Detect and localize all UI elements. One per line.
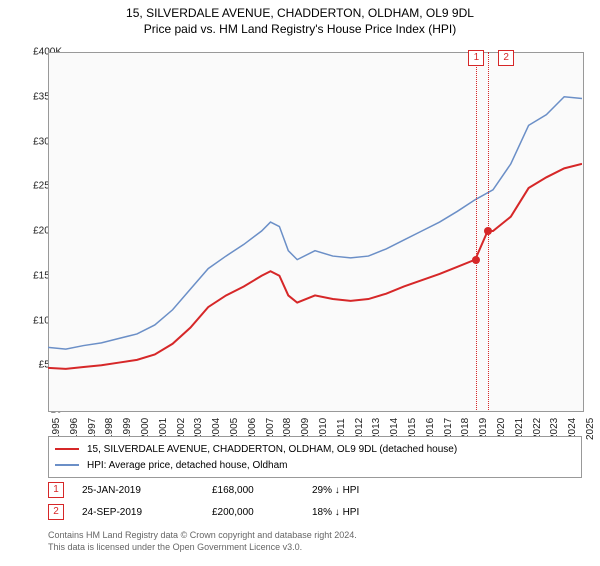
chart-title-1: 15, SILVERDALE AVENUE, CHADDERTON, OLDHA…: [0, 6, 600, 20]
sale-row-2: 2 24-SEP-2019 £200,000 18% ↓ HPI: [48, 504, 422, 520]
x-tick-label: 2025: [585, 418, 596, 440]
footer-line-2: This data is licensed under the Open Gov…: [48, 542, 302, 552]
sale-marker-line-1: [476, 52, 477, 410]
chart-container: 15, SILVERDALE AVENUE, CHADDERTON, OLDHA…: [0, 6, 600, 566]
series-line-property: [48, 164, 582, 369]
chart-title-2: Price paid vs. HM Land Registry's House …: [0, 22, 600, 36]
sale-pct-2: 18% ↓ HPI: [312, 507, 422, 518]
sale-date-1: 25-JAN-2019: [82, 485, 212, 496]
legend-label-hpi: HPI: Average price, detached house, Oldh…: [87, 460, 288, 471]
sale-badge-2: 2: [48, 504, 64, 520]
sale-marker-badge-1: 1: [468, 50, 484, 66]
footer-line-1: Contains HM Land Registry data © Crown c…: [48, 530, 357, 540]
sale-marker-dot-2: [484, 227, 492, 235]
legend-box: 15, SILVERDALE AVENUE, CHADDERTON, OLDHA…: [48, 436, 582, 478]
sale-marker-badge-2: 2: [498, 50, 514, 66]
chart-lines: [48, 52, 582, 410]
legend-item-property: 15, SILVERDALE AVENUE, CHADDERTON, OLDHA…: [55, 441, 575, 457]
sale-marker-dot-1: [472, 256, 480, 264]
legend-swatch-property: [55, 448, 79, 450]
sale-date-2: 24-SEP-2019: [82, 507, 212, 518]
sale-pct-1: 29% ↓ HPI: [312, 485, 422, 496]
legend-label-property: 15, SILVERDALE AVENUE, CHADDERTON, OLDHA…: [87, 444, 457, 455]
sale-badge-1: 1: [48, 482, 64, 498]
sale-price-2: £200,000: [212, 507, 312, 518]
sale-row-1: 1 25-JAN-2019 £168,000 29% ↓ HPI: [48, 482, 422, 498]
legend-item-hpi: HPI: Average price, detached house, Oldh…: [55, 457, 575, 473]
sale-price-1: £168,000: [212, 485, 312, 496]
legend-swatch-hpi: [55, 464, 79, 466]
